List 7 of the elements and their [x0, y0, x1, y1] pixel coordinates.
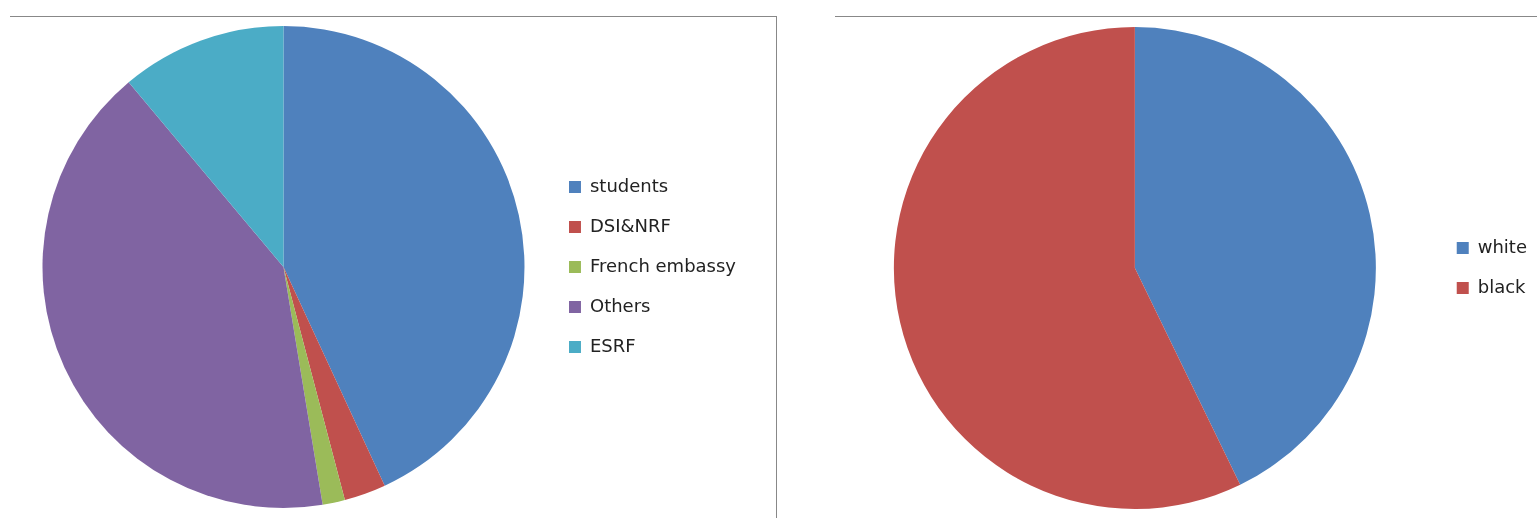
legend-label: white [1477, 235, 1527, 257]
legend-label: students [589, 174, 669, 196]
legend-label: French embassy [589, 254, 737, 276]
legend-label: DSI&NRF [589, 214, 671, 236]
legend-label: ESRF [589, 334, 636, 356]
legend-label: Others [589, 294, 651, 316]
legend-label: black [1477, 275, 1527, 297]
